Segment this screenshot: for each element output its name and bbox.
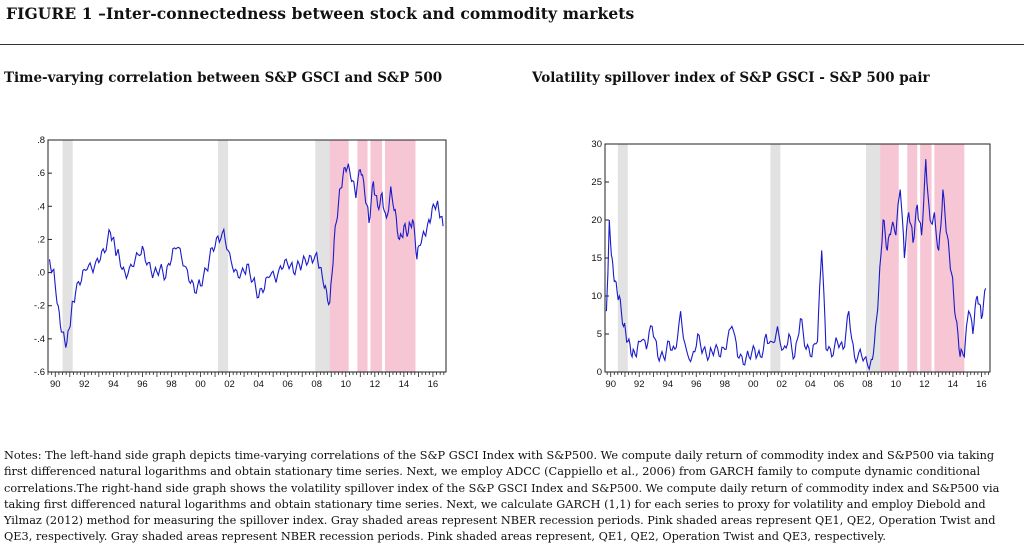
x-tick-label: 92 xyxy=(634,379,645,390)
x-tick-label: 06 xyxy=(834,379,845,390)
x-tick-label: 08 xyxy=(311,379,322,390)
x-tick-label: 90 xyxy=(605,379,616,390)
x-tick-label: 04 xyxy=(253,379,264,390)
x-tick-label: 98 xyxy=(166,379,177,390)
y-tick-label: -.6 xyxy=(34,367,45,378)
x-tick-label: 14 xyxy=(948,379,959,390)
y-tick-label: 20 xyxy=(591,215,602,226)
x-tick-label: 00 xyxy=(748,379,759,390)
y-tick-label: .8 xyxy=(37,135,45,146)
x-tick-label: 16 xyxy=(428,379,439,390)
x-tick-label: 98 xyxy=(719,379,730,390)
x-tick-label: 02 xyxy=(777,379,788,390)
y-tick-label: 0 xyxy=(597,367,602,378)
recession-shaded-band xyxy=(217,140,229,372)
x-tick-label: 92 xyxy=(79,379,90,390)
qe-shaded-band xyxy=(357,140,368,372)
series-line xyxy=(48,163,444,348)
recession-shaded-band xyxy=(62,140,73,372)
x-tick-label: 94 xyxy=(108,379,119,390)
y-tick-label: 30 xyxy=(591,139,602,150)
y-tick-label: .0 xyxy=(37,268,45,279)
correlation-chart: .8 .6 .4 .2 .0 -.2 -.4 -.6 90 92 94 96 98 00 02 04 06 08 1… xyxy=(34,135,447,390)
x-tick-label: 12 xyxy=(370,379,381,390)
x-tick-label: 94 xyxy=(662,379,673,390)
qe-shaded-band xyxy=(329,140,349,372)
qe-shaded-band xyxy=(907,144,918,372)
left-chart-title: Time-varying correlation between S&P GSC… xyxy=(4,70,443,86)
y-tick-label: 10 xyxy=(591,291,602,302)
qe-shaded-band xyxy=(384,140,416,372)
x-tick-label: 12 xyxy=(919,379,930,390)
x-tick-label: 16 xyxy=(976,379,987,390)
x-tick-label: 14 xyxy=(399,379,410,390)
figure-notes: Notes: The left-hand side graph depicts … xyxy=(4,449,1000,544)
x-tick-label: 08 xyxy=(862,379,873,390)
x-tick-label: 96 xyxy=(137,379,148,390)
qe-shaded-band xyxy=(920,144,932,372)
x-tick-label: 00 xyxy=(195,379,206,390)
recession-shaded-band xyxy=(617,144,628,372)
y-tick-label: 5 xyxy=(597,329,602,340)
spillover-chart: 30 25 20 15 10 5 090 92 94 96 98 00 02 04 06 08 10 12 14 16 xyxy=(591,139,991,390)
x-tick-label: 96 xyxy=(691,379,702,390)
x-tick-label: 02 xyxy=(224,379,235,390)
y-tick-label: -.2 xyxy=(34,301,45,312)
y-tick-label: 15 xyxy=(591,253,602,264)
x-tick-label: 06 xyxy=(282,379,293,390)
plot-frame xyxy=(47,139,447,373)
x-tick-label: 04 xyxy=(805,379,816,390)
title-divider xyxy=(0,44,1024,45)
qe-shaded-band xyxy=(880,144,899,372)
y-tick-label: .2 xyxy=(37,234,45,245)
right-chart-title: Volatility spillover index of S&P GSCI -… xyxy=(532,70,930,86)
y-tick-label: 25 xyxy=(591,177,602,188)
series-line xyxy=(605,159,987,371)
y-tick-label: .4 xyxy=(37,201,45,212)
recession-shaded-band xyxy=(770,144,781,372)
qe-shaded-band xyxy=(370,140,383,372)
x-tick-label: 10 xyxy=(340,379,351,390)
figure-title: FIGURE 1 –Inter-connectedness between st… xyxy=(6,4,635,23)
x-tick-label: 10 xyxy=(891,379,902,390)
y-tick-label: .6 xyxy=(37,168,45,179)
x-tick-label: 90 xyxy=(50,379,61,390)
y-tick-label: -.4 xyxy=(34,334,45,345)
